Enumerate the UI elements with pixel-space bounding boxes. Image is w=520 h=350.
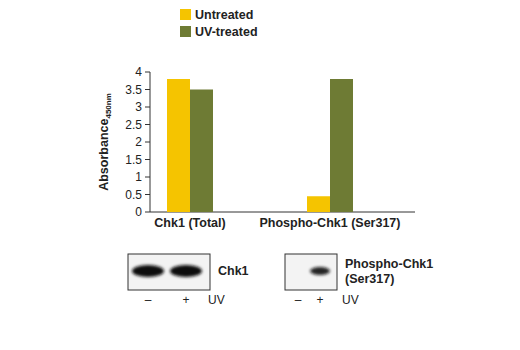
y-tick-label: 1.5 — [125, 153, 142, 167]
blot-lane-label: + — [316, 293, 323, 307]
figure: Untreated UV-treated 0 0.5 1 1.5 2 2.5 3 3.5 4 Abso… — [0, 0, 520, 350]
y-label: Absorbance450nm — [97, 93, 113, 191]
legend-swatch — [180, 9, 191, 20]
bars — [167, 79, 353, 212]
y-tick — [145, 142, 150, 143]
y-label-subscript: 450nm — [104, 93, 113, 118]
y-tick — [145, 212, 150, 213]
bar — [330, 79, 353, 212]
y-tick-label: 0 — [135, 205, 142, 219]
y-tick — [145, 194, 150, 195]
blot-band — [132, 265, 164, 277]
y-tick-label: 3.5 — [125, 83, 142, 97]
y-tick-label: 3 — [135, 100, 142, 114]
y-tick — [145, 72, 150, 73]
blot-treatment: UV — [342, 293, 359, 307]
y-tick-label: 2 — [135, 135, 142, 149]
bar — [190, 90, 213, 213]
blot-frame — [285, 254, 337, 290]
x-tick-label: Chk1 (Total) — [154, 216, 225, 230]
y-tick — [145, 159, 150, 160]
blot: Phospho-Chk1(Ser317) –+ UV — [285, 254, 433, 307]
y-tick — [145, 107, 150, 108]
legend: Untreated UV-treated — [180, 8, 258, 39]
bar — [307, 196, 330, 212]
blot-band — [310, 267, 330, 275]
blot-label: (Ser317) — [345, 272, 394, 286]
legend-swatch — [180, 26, 191, 37]
blot: Chk1 – + UV — [128, 254, 249, 307]
blot-frame — [128, 254, 210, 290]
blot-lane-label: + — [182, 293, 189, 307]
y-tick-label: 1 — [135, 170, 142, 184]
blot-treatment: UV — [208, 293, 225, 307]
blot-label: Chk1 — [218, 264, 249, 278]
y-axis-line — [150, 72, 151, 212]
y-tick — [145, 124, 150, 125]
y-tick — [145, 177, 150, 178]
x-tick-label: Phospho-Chk1 (Ser317) — [259, 216, 400, 230]
bar — [167, 79, 190, 212]
blot-lane-label: – — [295, 293, 302, 307]
y-tick-label: 2.5 — [125, 118, 142, 132]
y-tick-label: 4 — [135, 65, 142, 79]
legend-label: UV-treated — [195, 25, 258, 39]
blot-band — [170, 265, 202, 277]
y-tick — [145, 89, 150, 90]
y-tick-label: 0.5 — [125, 188, 142, 202]
blot-lane-label: – — [145, 293, 152, 307]
blot-label: Phospho-Chk1 — [345, 257, 433, 271]
legend-label: Untreated — [195, 8, 253, 22]
y-axis: 0 0.5 1 1.5 2 2.5 3 3.5 4 — [125, 65, 150, 219]
chart: Untreated UV-treated 0 0.5 1 1.5 2 2.5 3 3.5 4 Abso… — [0, 0, 520, 350]
